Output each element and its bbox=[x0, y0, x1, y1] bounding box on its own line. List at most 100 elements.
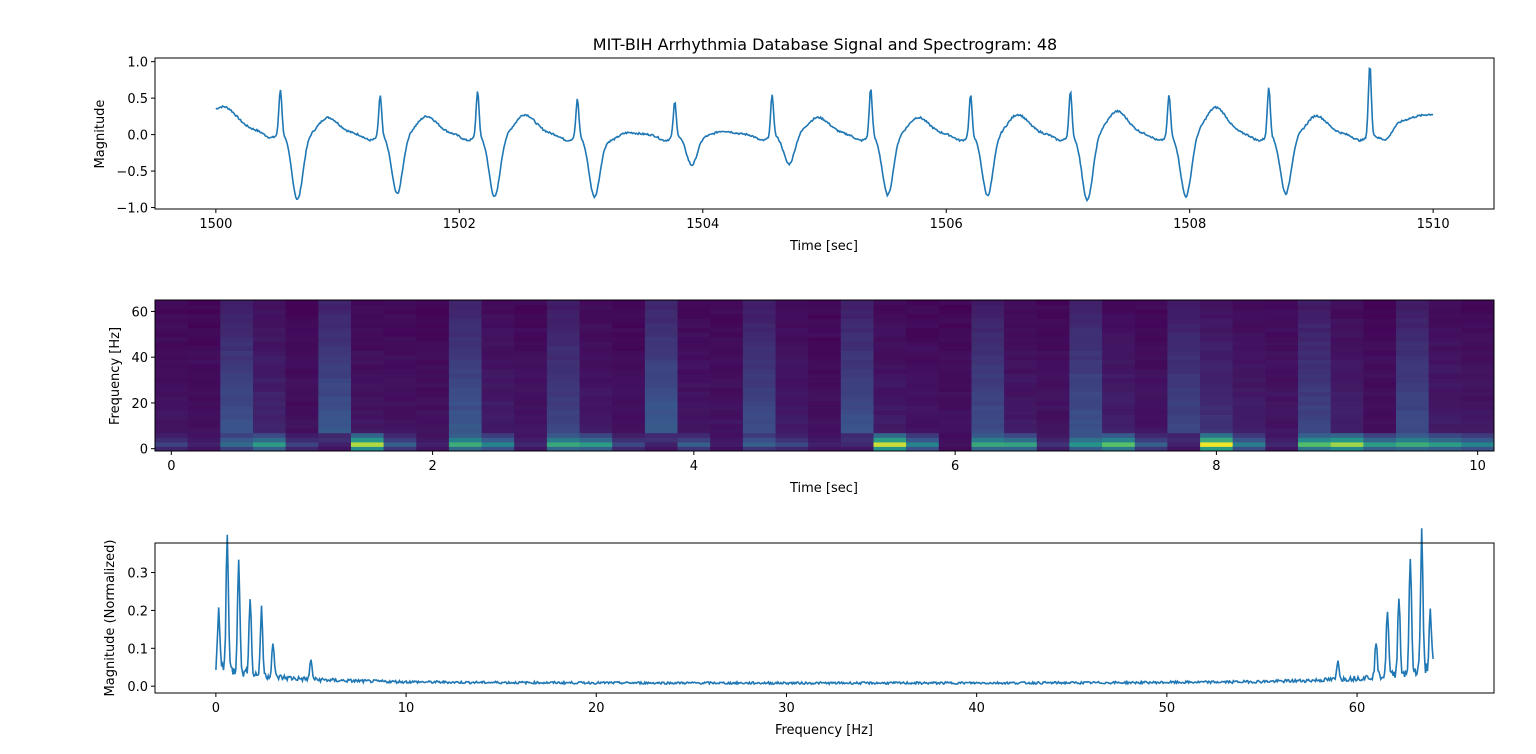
spectrogram-cell bbox=[1232, 428, 1266, 434]
spectrogram-cell bbox=[1428, 354, 1462, 360]
spectrogram-cell bbox=[351, 377, 385, 383]
spectrogram-cell bbox=[677, 364, 711, 370]
spectrum-line bbox=[215, 528, 1434, 686]
spectrogram-cell bbox=[840, 364, 874, 370]
spectrogram-cell bbox=[1036, 354, 1070, 360]
spectrogram-cell bbox=[546, 359, 581, 365]
spectrogram-cell bbox=[318, 446, 352, 452]
spectrogram-cell bbox=[1134, 405, 1168, 411]
spectrogram-cell bbox=[481, 336, 515, 342]
spectrogram-cell bbox=[220, 432, 254, 438]
spectrogram-cell bbox=[416, 428, 450, 434]
spectrogram-cell bbox=[187, 364, 221, 370]
spectrogram-cell bbox=[514, 382, 548, 388]
spectrogram-cell bbox=[1330, 345, 1364, 351]
spectrogram-cell bbox=[448, 437, 483, 443]
spectrogram-cell bbox=[546, 446, 581, 452]
spectrogram-cell bbox=[1167, 386, 1201, 392]
spectrogram-cell bbox=[1232, 432, 1266, 438]
spectrogram-cell bbox=[710, 327, 744, 333]
spectrogram-cell bbox=[318, 327, 352, 333]
spectrogram-cell bbox=[1102, 446, 1136, 452]
spectrogram-cell bbox=[971, 400, 1005, 406]
spectrogram-cell bbox=[644, 341, 679, 347]
signal-plot-area bbox=[215, 67, 1434, 203]
spectrogram-cell bbox=[318, 377, 352, 383]
spectrogram-cell bbox=[351, 437, 385, 443]
spectrogram-cell bbox=[1102, 373, 1136, 379]
spectrogram-cell bbox=[253, 345, 287, 351]
spectrogram-cell bbox=[808, 409, 842, 415]
spectrogram-cell bbox=[187, 419, 221, 425]
spectrogram-cell bbox=[155, 414, 189, 420]
spectrogram-cell bbox=[383, 409, 417, 415]
spectrogram-cell bbox=[1330, 432, 1364, 438]
spectrogram-cell bbox=[187, 345, 221, 351]
spectrogram-cell bbox=[971, 391, 1005, 397]
spectrogram-cell bbox=[187, 327, 221, 333]
spectrogram-cell bbox=[906, 354, 940, 360]
spectrogram-cell bbox=[1167, 419, 1201, 425]
spectrogram-cell bbox=[1167, 300, 1201, 306]
spectrogram-cell bbox=[1363, 300, 1397, 306]
spectrogram-cell bbox=[1298, 441, 1332, 447]
spectrogram-cell bbox=[1363, 409, 1397, 415]
spectrogram-cell bbox=[1232, 405, 1266, 411]
spectrogram-cell bbox=[775, 368, 809, 374]
spectrogram-cell bbox=[840, 400, 874, 406]
spectrogram-cell bbox=[514, 437, 548, 443]
spectrogram-cell bbox=[710, 428, 744, 434]
spectrogram-cell bbox=[383, 396, 417, 402]
spectrogram-cell bbox=[187, 405, 221, 411]
spectrogram-cell bbox=[579, 405, 613, 411]
spectrogram-cell bbox=[906, 313, 940, 319]
spectrogram-cell bbox=[742, 382, 777, 388]
spectrogram-cell bbox=[742, 386, 777, 392]
spectrogram-cell bbox=[840, 368, 874, 374]
spectrogram-cell bbox=[1004, 377, 1038, 383]
spectrogram-cell bbox=[1396, 300, 1430, 306]
spectrogram-cell bbox=[448, 341, 483, 347]
spectrogram-cell bbox=[1396, 322, 1430, 328]
spectrogram-cell bbox=[1134, 386, 1168, 392]
spectrogram-cell bbox=[644, 400, 679, 406]
spectrogram-cell bbox=[1232, 386, 1266, 392]
spectrogram-cell bbox=[1102, 304, 1136, 310]
spectrogram-cell bbox=[448, 309, 483, 315]
spectrogram-cell bbox=[155, 341, 189, 347]
spectrogram-cell bbox=[873, 428, 907, 434]
signal-x-tick-label: 1500 bbox=[199, 217, 232, 232]
spectrogram-cell bbox=[775, 382, 809, 388]
spectrogram-cell bbox=[873, 423, 907, 429]
spectrogram-cell bbox=[644, 377, 679, 383]
spectrogram-cell bbox=[644, 322, 679, 328]
spectrogram-cell bbox=[612, 368, 646, 374]
spectrogram-cell bbox=[1265, 327, 1299, 333]
spectrogram-cell bbox=[873, 309, 907, 315]
spectrogram-cell bbox=[644, 428, 679, 434]
spectrogram-cell bbox=[318, 419, 352, 425]
spectrogram-cell bbox=[906, 446, 940, 452]
spectrogram-cell bbox=[1428, 300, 1462, 306]
spectrogram-cell bbox=[1167, 350, 1201, 356]
spectrogram-cell bbox=[1102, 437, 1136, 443]
spectrogram-cell bbox=[1396, 409, 1430, 415]
spectrogram-cell bbox=[351, 428, 385, 434]
spectrogram-cell bbox=[1134, 318, 1168, 324]
spectrogram-cell bbox=[1102, 300, 1136, 306]
spectrogram-cell bbox=[1134, 400, 1168, 406]
spectrogram-cell bbox=[187, 373, 221, 379]
spectrogram-cell bbox=[1396, 332, 1430, 338]
spectrogram-cell bbox=[155, 423, 189, 429]
spectrogram-cell bbox=[971, 318, 1005, 324]
spectrogram-cell bbox=[612, 400, 646, 406]
spectrogram-cell bbox=[1167, 327, 1201, 333]
spectrogram-cell bbox=[220, 322, 254, 328]
spectrogram-cell bbox=[481, 441, 515, 447]
spectrogram-cell bbox=[644, 368, 679, 374]
spectrogram-cell bbox=[579, 373, 613, 379]
spectrogram-cell bbox=[775, 386, 809, 392]
spectrogram-cell bbox=[1428, 405, 1462, 411]
spectrogram-cell bbox=[220, 313, 254, 319]
spectrogram-cell bbox=[710, 405, 744, 411]
